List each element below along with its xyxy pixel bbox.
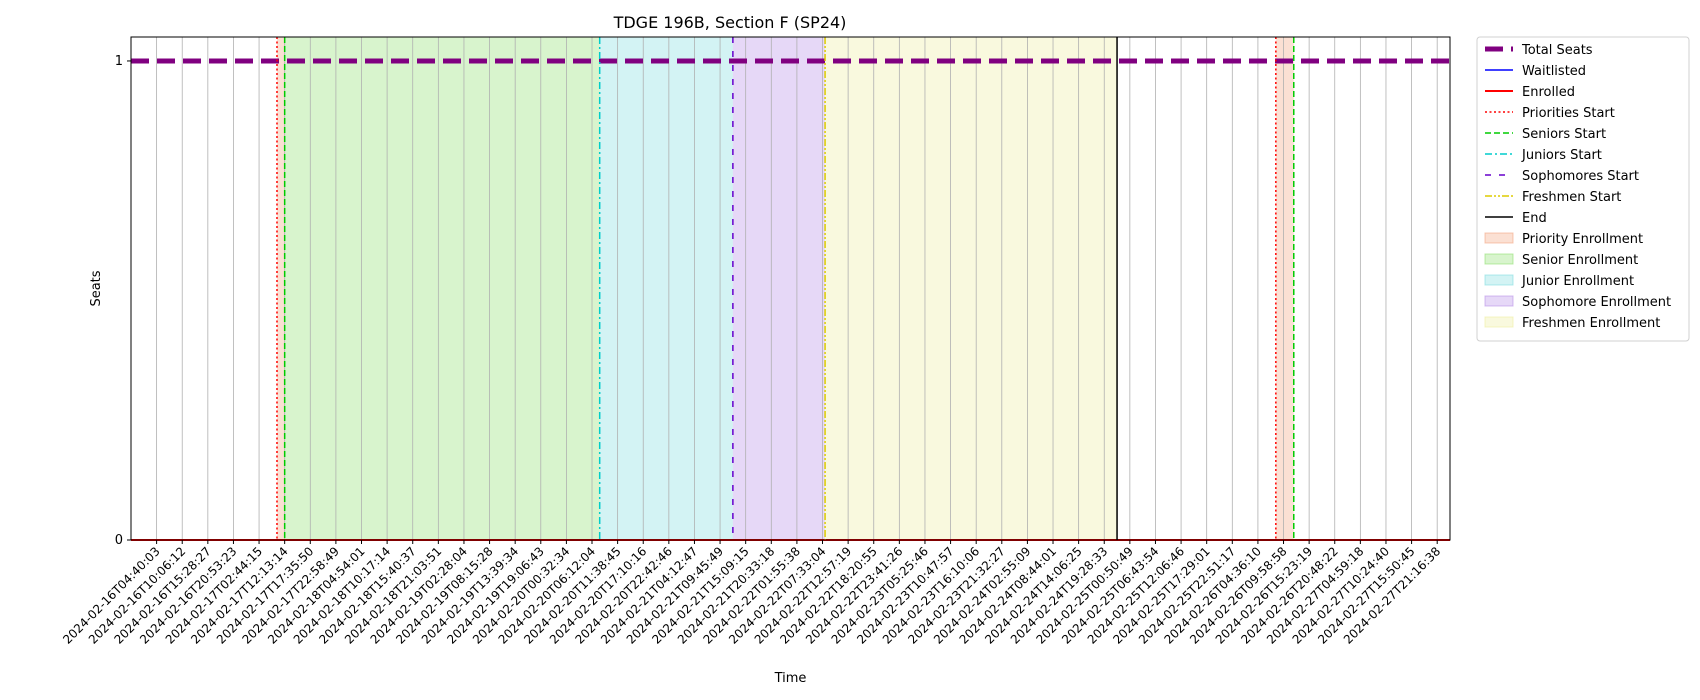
- legend-label: Enrolled: [1522, 85, 1575, 100]
- legend-item: Waitlisted: [1485, 64, 1586, 79]
- enrollment-spans: [276, 37, 1294, 540]
- plot-frame: [130, 36, 1451, 541]
- legend-swatch: [1484, 253, 1514, 265]
- legend-item: Enrolled: [1485, 85, 1575, 100]
- legend-swatch: [1484, 232, 1514, 244]
- legend-item: Priorities Start: [1485, 106, 1615, 121]
- legend-box: [1476, 36, 1690, 342]
- phase-start-lines: [276, 37, 1295, 540]
- priority-enrollment-span: [276, 37, 285, 540]
- legend-item: Seniors Start: [1485, 127, 1606, 142]
- freshmen-enrollment-span: [825, 37, 1118, 540]
- legend-swatch: [1484, 274, 1514, 286]
- y-tick-label: 1: [115, 54, 123, 69]
- legend-label: Seniors Start: [1522, 127, 1606, 142]
- legend-label: Priority Enrollment: [1522, 232, 1643, 247]
- legend-label: Junior Enrollment: [1521, 274, 1634, 289]
- legend-label: Priorities Start: [1522, 106, 1615, 121]
- legend: Total Seats Waitlisted Enrolled Priorities …: [1476, 36, 1690, 342]
- legend-item: Sophomores Start: [1485, 169, 1639, 184]
- y-axis-label: Seats: [89, 270, 104, 306]
- x-axis-label: Time: [774, 671, 807, 686]
- sophomore-enrollment-span: [732, 37, 826, 540]
- priority-enrollment-span: [1275, 37, 1294, 540]
- junior-enrollment-span: [599, 37, 733, 540]
- legend-item: Junior Enrollment: [1484, 274, 1634, 289]
- legend-item: Freshmen Enrollment: [1484, 316, 1660, 331]
- legend-label: Juniors Start: [1521, 148, 1602, 163]
- legend-item: Priority Enrollment: [1484, 232, 1643, 247]
- legend-label: Senior Enrollment: [1522, 253, 1638, 268]
- legend-item: Freshmen Start: [1485, 190, 1621, 205]
- legend-label: Sophomores Start: [1522, 169, 1639, 184]
- legend-label: End: [1522, 211, 1547, 226]
- legend-item: End: [1485, 211, 1547, 226]
- legend-label: Sophomore Enrollment: [1522, 295, 1671, 310]
- legend-item: Total Seats: [1485, 43, 1593, 58]
- y-axis: 01: [115, 54, 131, 548]
- legend-item: Juniors Start: [1485, 148, 1602, 163]
- legend-item: Sophomore Enrollment: [1484, 295, 1671, 310]
- legend-swatch: [1484, 316, 1514, 328]
- senior-enrollment-span: [284, 37, 600, 540]
- y-tick-label: 0: [115, 533, 123, 548]
- chart-title: TDGE 196B, Section F (SP24): [613, 13, 847, 32]
- legend-swatch: [1484, 295, 1514, 307]
- legend-label: Waitlisted: [1522, 64, 1586, 79]
- legend-label: Total Seats: [1521, 43, 1593, 58]
- x-axis: 2024-02-16T04:40:032024-02-16T10:06:1220…: [60, 540, 1443, 647]
- legend-item: Senior Enrollment: [1484, 253, 1638, 268]
- legend-label: Freshmen Enrollment: [1522, 316, 1660, 331]
- legend-label: Freshmen Start: [1522, 190, 1621, 205]
